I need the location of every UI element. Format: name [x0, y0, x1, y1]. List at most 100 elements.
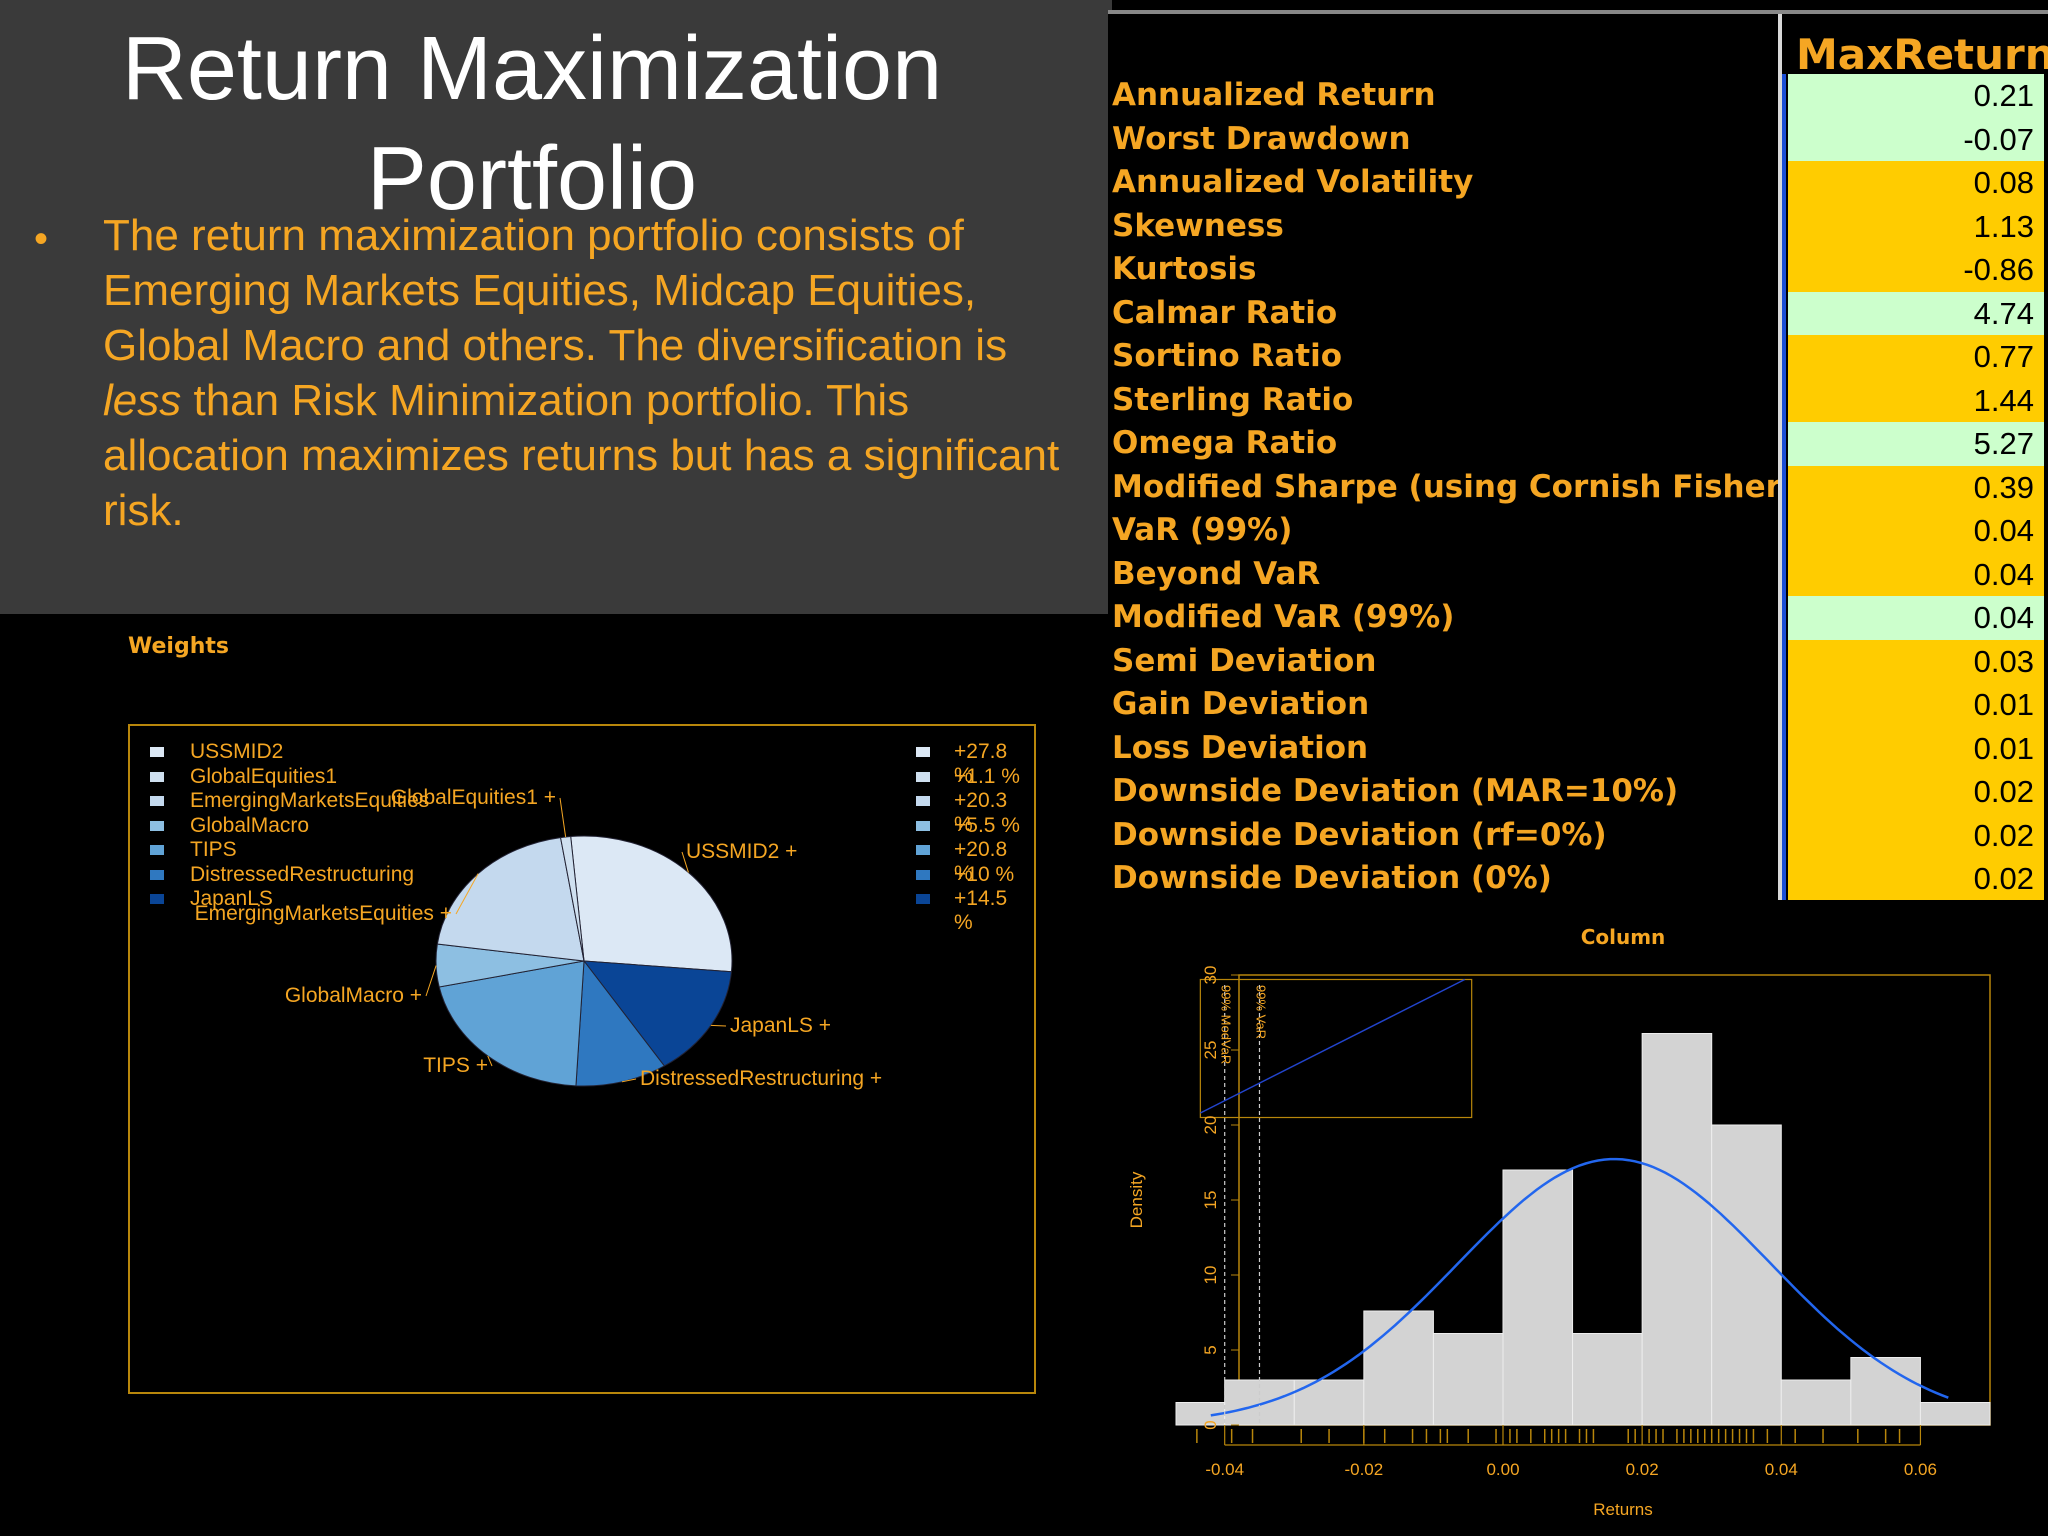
bullet-text: The return maximization portfolio consis… [103, 208, 1083, 538]
x-tick-label: 0.02 [1626, 1460, 1659, 1479]
pie-slice-label: GlobalEquities1 + [391, 786, 556, 809]
var-line-label: 99% ModVaR [1219, 985, 1234, 1064]
table-row: Downside Deviation (MAR=10%) 0.02 [1108, 770, 2048, 814]
metric-value: 0.08 [1788, 161, 2044, 205]
metric-label: Worst Drawdown [1112, 120, 1411, 157]
y-axis-label: Density [1127, 1171, 1146, 1228]
legend-label: DistressedRestructuring [190, 862, 415, 886]
y-tick-label: 20 [1201, 1116, 1220, 1135]
pie-label-leader [559, 797, 567, 838]
legend-item: TIPS +20.8 % [150, 838, 1020, 885]
metric-value: -0.86 [1788, 248, 2044, 292]
legend-swatch [916, 796, 930, 806]
table-row: Downside Deviation (0%) 0.02 [1108, 857, 2048, 901]
legend-box [1199, 978, 1473, 1119]
histogram-bar [1572, 1333, 1643, 1426]
metric-value: 0.04 [1788, 596, 2044, 640]
x-tick-label: 0.04 [1765, 1460, 1798, 1479]
pie-slice-label: EmergingMarketsEquities + [195, 902, 452, 925]
legend-swatch [916, 869, 930, 880]
table-row: Sterling Ratio 1.44 [1108, 378, 2048, 422]
pie-label-leader [425, 965, 437, 997]
legend-label: EmergingMarketsEquities [190, 789, 430, 812]
histogram-bar [1641, 1033, 1713, 1426]
legend-item: GlobalMacro +5.5 % [150, 814, 1020, 838]
legend-swatch [150, 747, 164, 757]
table-row: Downside Deviation (rf=0%) 0.02 [1108, 813, 2048, 857]
legend-percent: +1.1 % [954, 764, 1020, 788]
slide-title: Return Maximization Portfolio [0, 14, 1064, 234]
pie-slice-label: USSMID2 + [686, 840, 797, 863]
bullet-text-emphasis: less [103, 376, 182, 425]
table-row: Skewness 1.13 [1108, 204, 2048, 248]
legend-percent: +10 % [954, 862, 1015, 886]
legend-swatch [150, 796, 164, 806]
pie-slice-label: TIPS + [423, 1054, 488, 1077]
metric-label: Annualized Volatility [1112, 164, 1474, 200]
table-row: Kurtosis -0.86 [1108, 248, 2048, 292]
histogram-bar [1363, 1310, 1434, 1426]
metric-value: 0.01 [1788, 726, 2044, 770]
legend-swatch [150, 845, 164, 855]
table-row: Gain Deviation 0.01 [1108, 683, 2048, 727]
table-row: Omega Ratio 5.27 [1108, 422, 2048, 466]
legend-percent: +20.3 % [954, 789, 1008, 836]
legend-percent: +5.5 % [954, 813, 1020, 837]
pie-label-leader [455, 873, 479, 915]
table-divider-accent [1782, 74, 1786, 904]
pie-label-leader [487, 1055, 493, 1067]
metric-value: 0.02 [1788, 813, 2044, 857]
metric-value: 0.02 [1788, 770, 2044, 814]
pie-label-leader [681, 851, 689, 873]
y-tick-label: 0 [1201, 1420, 1220, 1429]
bullet-marker: • [34, 217, 49, 261]
metric-label: Loss Deviation [1112, 729, 1369, 766]
metric-value: 0.77 [1788, 335, 2044, 379]
table-row: Beyond VaR 0.04 [1108, 552, 2048, 596]
histogram-panel: Column 99% ModVaR 99% VaR 0 5 10 15 20 25 30 Densi… [1060, 900, 2048, 1536]
table-row: Worst Drawdown -0.07 [1108, 117, 2048, 161]
y-tick-label: 15 [1201, 1191, 1220, 1210]
slide-title-line1: Return Maximization [121, 19, 943, 119]
pie-slice-label: GlobalMacro + [285, 984, 422, 1007]
legend-item: USSMID2 +27.8 % [150, 740, 1020, 787]
pie-slice [559, 835, 585, 962]
legend-percent: +27.8 % [954, 740, 1008, 787]
x-tick-label: 0.00 [1486, 1460, 1519, 1479]
metric-value: 0.39 [1788, 465, 2044, 509]
legend-label: USSMID2 [190, 740, 284, 763]
metric-label: Annualized Return [1112, 77, 1436, 113]
title-panel: Return Maximization Portfolio • The retu… [0, 0, 1112, 614]
histogram-bar [1850, 1357, 1921, 1426]
returns-histogram: Column 99% ModVaR 99% VaR 0 5 10 15 20 25 30 Densi… [1127, 925, 1991, 1519]
legend-item: JapanLS +14.5 % [150, 887, 1020, 934]
legend-swatch [916, 820, 930, 831]
y-tick-label: 5 [1201, 1345, 1220, 1354]
legend-label: GlobalEquities1 [190, 764, 338, 788]
table-row: Annualized Volatility 0.08 [1108, 161, 2048, 205]
pie-slice [575, 959, 666, 1087]
metric-label: Downside Deviation (0%) [1112, 860, 1552, 896]
x-axis-label: Returns [1593, 1500, 1653, 1519]
legend-swatch [150, 820, 164, 831]
metric-label: Beyond VaR [1112, 555, 1321, 592]
metric-value: -0.07 [1788, 117, 2044, 161]
metric-label: Skewness [1112, 207, 1284, 244]
metric-label: Modified Sharpe (using Cornish Fisher Va [1112, 468, 1778, 505]
pie-label-leader [710, 1024, 727, 1027]
table-row: VaR (99%) 0.04 [1108, 509, 2048, 553]
metric-value: 0.03 [1788, 639, 2044, 683]
legend-swatch [916, 845, 930, 855]
table-row: Annualized Return 0.21 [1108, 74, 2048, 118]
histogram-bar [1502, 1169, 1574, 1426]
legend-percent: +20.8 % [954, 838, 1008, 885]
metric-label: Sortino Ratio [1112, 338, 1343, 374]
legend-swatch [150, 771, 164, 782]
y-tick-label: 10 [1201, 1266, 1220, 1285]
legend-swatch [150, 869, 164, 880]
metric-label: Semi Deviation [1112, 642, 1377, 679]
table-divider [1778, 14, 1782, 904]
metrics-table: MaxReturn Annualized Return 0.21 Worst Dra… [1108, 10, 2048, 907]
bullet-text-part1: The return maximization portfolio consis… [103, 211, 1008, 370]
slide-title-line2: Portfolio [366, 129, 698, 229]
